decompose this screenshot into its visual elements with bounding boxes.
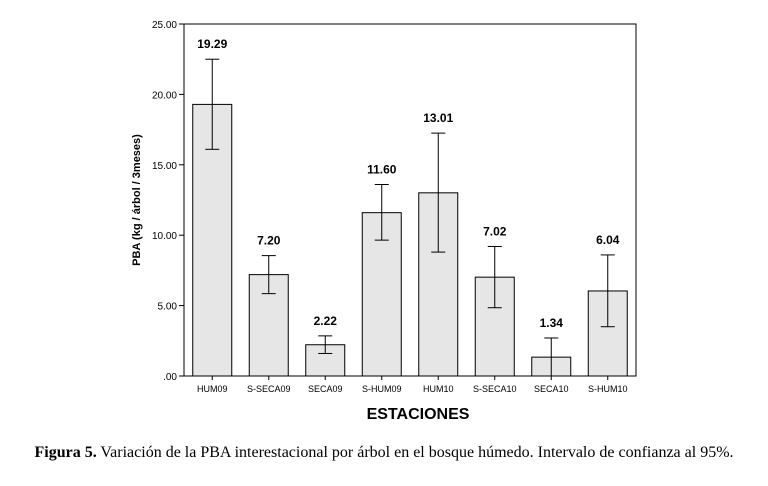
error-bars <box>205 58 615 377</box>
bar-chart: .00 5.00 10.00 15.00 20.00 25.00 19.29 7.20 2.2… <box>131 20 637 423</box>
y-axis-title: PBA (kg / árbol / 3meses) <box>131 134 143 266</box>
y-tick-label: .00 <box>163 372 177 383</box>
x-axis-title: ESTACIONES <box>367 406 470 423</box>
x-tick-label: S-HUM10 <box>588 384 628 394</box>
x-tick-label: SECA10 <box>534 384 569 394</box>
y-tick-label: 10.00 <box>152 231 177 242</box>
y-tick-label: 5.00 <box>158 302 178 313</box>
data-label: 7.02 <box>483 224 507 238</box>
y-tick-label: 20.00 <box>152 90 177 101</box>
x-axis: HUM09 S-SECA09 SECA09 S-HUM09 HUM10 S-SECA10 S… <box>197 376 628 394</box>
data-label: 2.22 <box>314 314 338 328</box>
x-tick-label: S-SECA10 <box>473 384 517 394</box>
value-labels: 19.29 7.20 2.22 11.60 13.01 7.02 1.34 6.04 <box>197 37 620 330</box>
x-tick-label: SECA09 <box>308 384 343 394</box>
y-tick-label: 15.00 <box>152 161 177 172</box>
data-label: 13.01 <box>423 111 453 125</box>
y-tick-label: 25.00 <box>152 20 177 31</box>
data-label: 19.29 <box>197 37 227 51</box>
x-tick-label: HUM10 <box>423 384 454 394</box>
caption-text: Variación de la PBA interestacional por … <box>96 444 734 461</box>
caption-label: Figura 5. <box>34 444 97 461</box>
data-label: 6.04 <box>596 233 620 247</box>
data-label: 1.34 <box>540 316 564 330</box>
x-tick-label: S-SECA09 <box>247 384 291 394</box>
data-label: 11.60 <box>367 163 397 177</box>
figure-caption: Figura 5. Variación de la PBA interestac… <box>0 442 768 464</box>
x-tick-label: S-HUM09 <box>362 384 402 394</box>
x-tick-label: HUM09 <box>197 384 228 394</box>
y-axis: .00 5.00 10.00 15.00 20.00 25.00 <box>152 20 184 383</box>
data-label: 7.20 <box>257 234 281 248</box>
